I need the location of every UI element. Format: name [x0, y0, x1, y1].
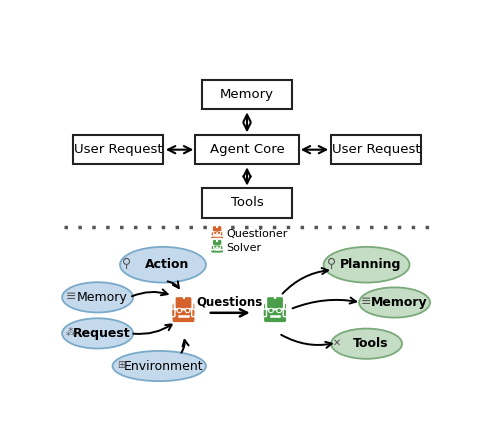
Circle shape [215, 246, 216, 247]
Bar [195, 135, 299, 164]
Ellipse shape [331, 329, 402, 359]
Circle shape [277, 309, 281, 313]
Ellipse shape [112, 351, 206, 381]
Text: ≡: ≡ [66, 290, 76, 303]
Text: Environment: Environment [124, 359, 203, 372]
Text: Solver: Solver [227, 243, 262, 252]
Text: ✕: ✕ [333, 338, 341, 348]
FancyBboxPatch shape [192, 309, 195, 317]
Circle shape [187, 310, 188, 311]
Ellipse shape [62, 282, 133, 313]
Circle shape [215, 232, 216, 233]
Circle shape [270, 310, 272, 311]
Circle shape [278, 310, 280, 311]
FancyBboxPatch shape [211, 231, 214, 236]
Circle shape [274, 295, 276, 297]
FancyBboxPatch shape [220, 245, 223, 250]
Circle shape [269, 309, 273, 313]
Circle shape [186, 309, 190, 313]
Text: ≡: ≡ [361, 295, 371, 308]
Ellipse shape [359, 287, 430, 318]
FancyBboxPatch shape [211, 245, 214, 250]
Ellipse shape [323, 247, 410, 283]
Text: User Request: User Request [74, 143, 162, 156]
Text: Memory: Memory [220, 88, 274, 101]
Circle shape [214, 246, 216, 248]
Circle shape [218, 246, 220, 248]
Circle shape [218, 232, 219, 233]
Circle shape [178, 310, 181, 311]
Circle shape [218, 232, 220, 234]
FancyBboxPatch shape [212, 225, 222, 233]
FancyBboxPatch shape [263, 302, 287, 323]
Text: Memory: Memory [371, 296, 428, 309]
Text: Questions: Questions [196, 295, 262, 308]
Bar [202, 188, 292, 218]
Ellipse shape [120, 247, 206, 283]
FancyBboxPatch shape [210, 227, 224, 240]
Circle shape [183, 295, 184, 297]
Text: Planning: Planning [340, 258, 402, 271]
Text: Memory: Memory [77, 291, 127, 304]
Circle shape [218, 246, 219, 247]
Bar [331, 135, 421, 164]
Ellipse shape [62, 318, 133, 348]
Bar [202, 80, 292, 109]
Text: User Request: User Request [332, 143, 420, 156]
FancyBboxPatch shape [212, 239, 222, 247]
Text: ⚲: ⚲ [326, 257, 335, 270]
Circle shape [177, 309, 182, 313]
FancyBboxPatch shape [174, 296, 192, 310]
FancyBboxPatch shape [263, 309, 267, 317]
Text: ⚲: ⚲ [122, 257, 131, 270]
FancyBboxPatch shape [210, 241, 224, 254]
Text: ⊞: ⊞ [117, 360, 125, 370]
Text: Questioner: Questioner [227, 229, 288, 239]
Circle shape [214, 232, 216, 234]
Text: Tools: Tools [353, 337, 389, 350]
Text: Tools: Tools [231, 196, 263, 210]
FancyBboxPatch shape [283, 309, 287, 317]
FancyBboxPatch shape [172, 309, 175, 317]
Text: ⁂: ⁂ [66, 328, 76, 338]
FancyBboxPatch shape [266, 296, 284, 310]
FancyBboxPatch shape [220, 231, 223, 236]
Text: Request: Request [73, 327, 131, 340]
FancyBboxPatch shape [171, 302, 196, 323]
Bar [73, 135, 163, 164]
Text: Agent Core: Agent Core [210, 143, 284, 156]
Text: Action: Action [145, 258, 189, 271]
